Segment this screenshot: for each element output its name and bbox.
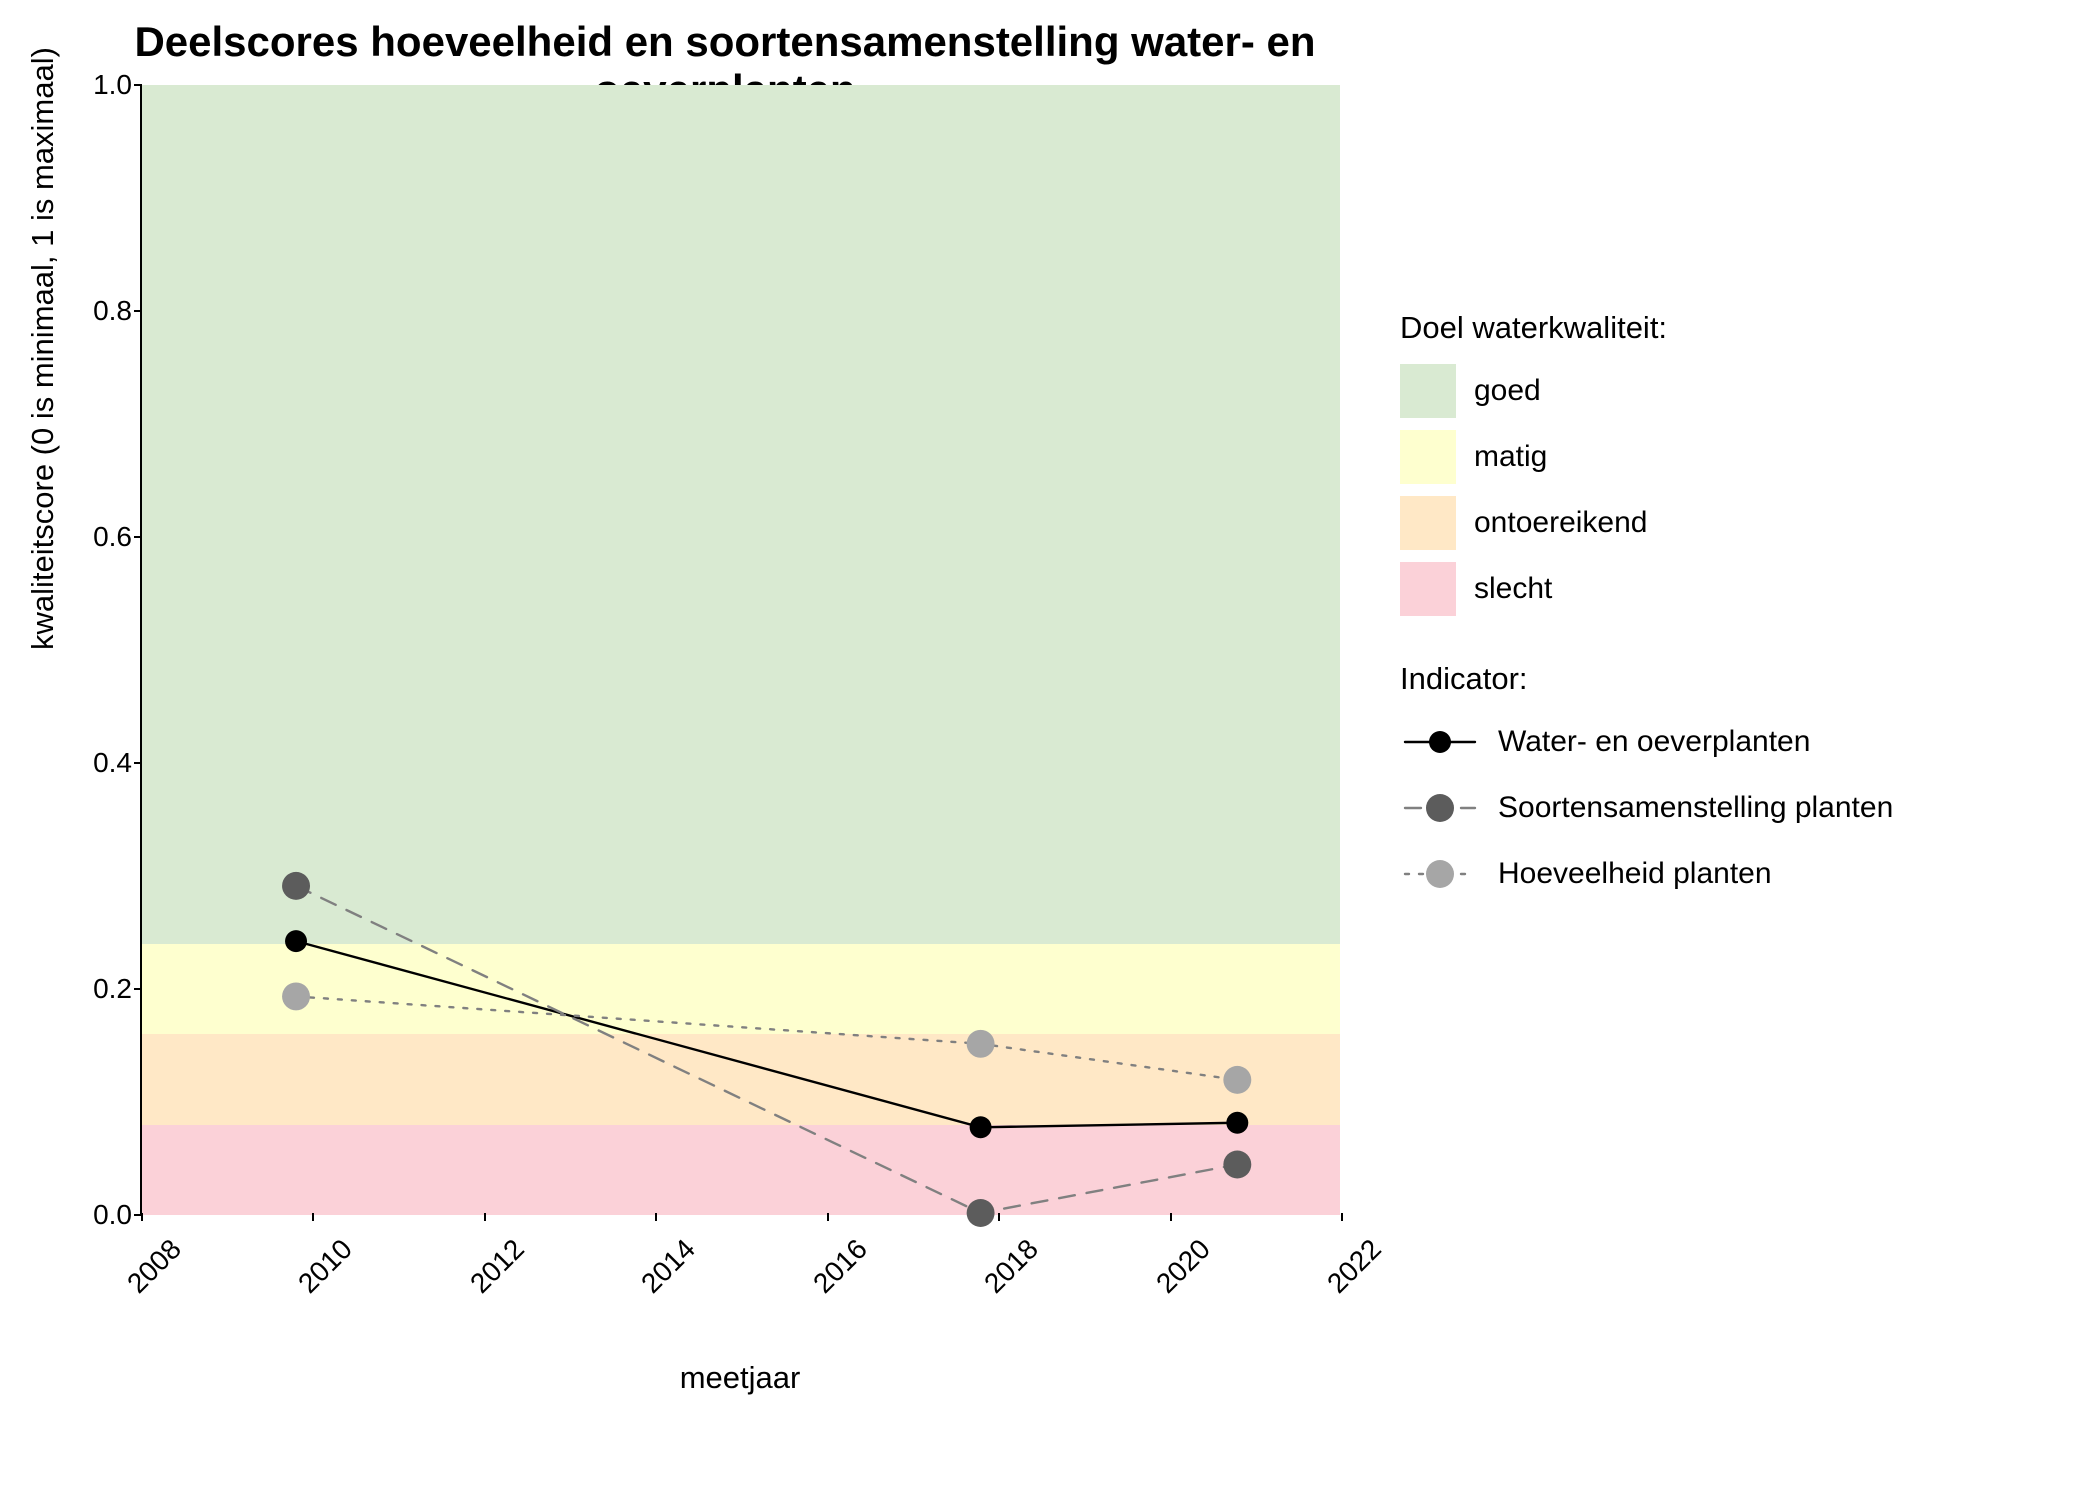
legend-quality-item: matig [1400,430,2040,484]
xtick-mark [141,1213,143,1221]
series-marker [285,930,307,952]
ytick-label: 1.0 [52,69,132,101]
legend-quality-section: Doel waterkwaliteit: goed matig ontoereike… [1400,310,2040,616]
ytick-mark [134,536,142,538]
plot-area [140,85,1340,1215]
legend-quality-item: slecht [1400,562,2040,616]
legend-swatch [1400,562,1456,616]
legend-indicator-label: Hoeveelheid planten [1498,857,1772,891]
legend-quality-title: Doel waterkwaliteit: [1400,310,2040,346]
legend-swatch [1400,496,1456,550]
legend-swatch [1400,364,1456,418]
series-line [296,886,1237,1213]
legend: Doel waterkwaliteit: goed matig ontoereike… [1400,310,2040,946]
legend-line-sample [1400,722,1480,762]
xtick-mark [655,1213,657,1221]
series-marker [1223,1066,1251,1094]
ytick-label: 0.4 [52,747,132,779]
x-axis-label: meetjaar [140,1360,1340,1396]
series-marker [1226,1112,1248,1134]
legend-quality-label: goed [1474,374,1541,408]
ytick-mark [134,988,142,990]
legend-quality-item: goed [1400,364,2040,418]
legend-quality-label: slecht [1474,572,1552,606]
xtick-mark [1341,1213,1343,1221]
ytick-label: 0.6 [52,521,132,553]
series-marker [282,872,310,900]
ytick-mark [134,84,142,86]
legend-indicator-item: Water- en oeverplanten [1400,715,2040,769]
series-line [296,996,1237,1079]
legend-quality-label: matig [1474,440,1547,474]
legend-indicator-label: Soortensamenstelling planten [1498,791,1893,825]
series-marker [967,1030,995,1058]
xtick-mark [484,1213,486,1221]
series-marker [1223,1151,1251,1179]
legend-swatch [1400,430,1456,484]
xtick-mark [1170,1213,1172,1221]
legend-indicator-item: Soortensamenstelling planten [1400,781,2040,835]
ytick-label: 0.8 [52,295,132,327]
series-marker [282,982,310,1010]
chart-lines-svg [142,85,1340,1213]
y-axis-label: kwaliteitscore (0 is minimaal, 1 is maxi… [25,47,61,650]
ytick-mark [134,762,142,764]
series-marker [970,1116,992,1138]
legend-line-sample [1400,854,1480,894]
legend-indicator-section: Indicator: Water- en oeverplanten Soorten… [1400,661,2040,901]
ytick-label: 0.0 [52,1199,132,1231]
legend-indicator-label: Water- en oeverplanten [1498,725,1810,759]
legend-line-sample [1400,788,1480,828]
legend-quality-item: ontoereikend [1400,496,2040,550]
ytick-label: 0.2 [52,973,132,1005]
legend-indicator-title: Indicator: [1400,661,2040,697]
xtick-mark [312,1213,314,1221]
xtick-mark [827,1213,829,1221]
ytick-mark [134,310,142,312]
series-line [296,941,1237,1127]
legend-quality-label: ontoereikend [1474,506,1647,540]
series-marker [967,1199,995,1227]
legend-indicator-item: Hoeveelheid planten [1400,847,2040,901]
xtick-mark [998,1213,1000,1221]
